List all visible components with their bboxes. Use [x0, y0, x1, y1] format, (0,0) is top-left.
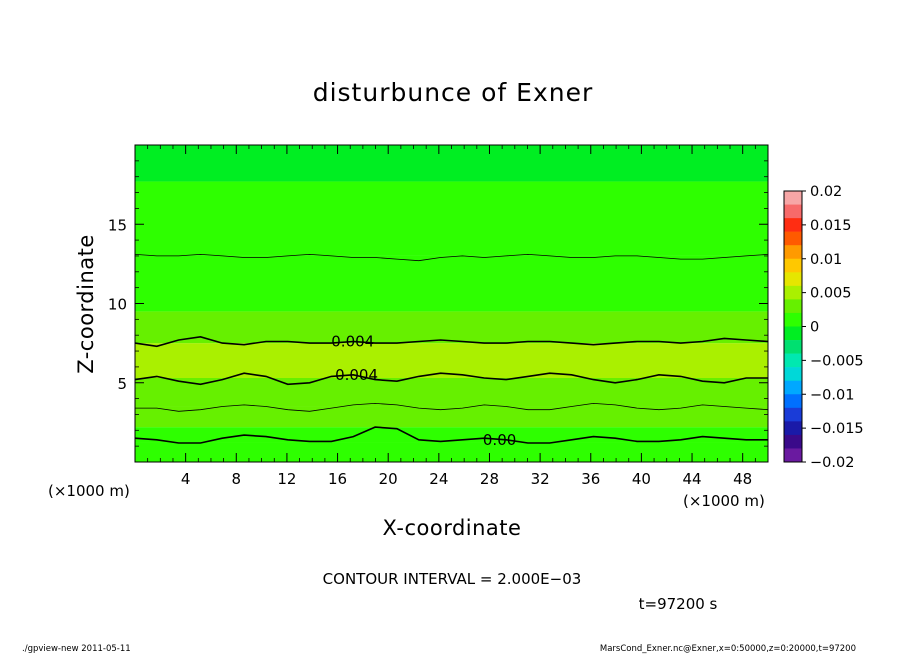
colorbar: 0.02 0.015 0.01 0.005 0 −0.005 −0.01 −0.015 −0.0… [783, 184, 864, 471]
x-axis-ticks: 4 8 12 16 20 24 28 32 36 40 44 48 [147, 145, 756, 488]
contour-band-2 [135, 406, 768, 428]
footer-right: MarsCond_Exner.nc@Exner,x=0:50000,z=0:20… [600, 644, 856, 654]
x-tick-label-0: 4 [181, 470, 191, 488]
colorbar-segment-13 [784, 367, 802, 381]
colorbar-tick-label-4: 0 [810, 320, 819, 336]
colorbar-tick-label-1: 0.015 [810, 218, 852, 234]
contour-line-4 [134, 253, 769, 262]
y-axis-ticks: 5 10 15 [108, 160, 768, 447]
colorbar-segment-6 [784, 272, 802, 287]
colorbar-segment-4 [784, 245, 802, 260]
y-tick-label-0: 5 [117, 375, 127, 393]
colorbar-segment-17 [784, 421, 802, 436]
y-tick-label-2: 15 [108, 216, 127, 234]
contour-band-4 [135, 343, 768, 378]
contour-line-0 [134, 426, 768, 444]
colorbar-segment-16 [784, 407, 802, 422]
x-tick-label-7: 32 [531, 470, 550, 488]
contour-line-1 [135, 402, 769, 412]
x-axis-unit-right: (×1000 m) [683, 492, 765, 510]
contour-line-2 [134, 372, 768, 386]
contour-band-8 [135, 145, 768, 182]
y-tick-label-1: 10 [108, 296, 127, 314]
contour-band-5 [135, 311, 768, 344]
x-tick-label-11: 48 [733, 470, 752, 488]
colorbar-segment-11 [784, 340, 802, 354]
colorbar-tick-label-7: −0.015 [810, 421, 864, 437]
x-axis-label: X-coordinate [383, 516, 522, 540]
x-tick-label-2: 12 [277, 470, 296, 488]
colorbar-segment-15 [784, 394, 802, 409]
time-note: t=97200 s [639, 595, 718, 613]
x-axis-unit-left: (×1000 m) [48, 482, 130, 500]
contour-interval-note: CONTOUR INTERVAL = 2.000E−03 [323, 570, 582, 588]
x-tick-label-6: 28 [480, 470, 499, 488]
colorbar-segment-8 [784, 299, 802, 314]
colorbar-segment-18 [784, 434, 802, 449]
x-tick-label-3: 16 [328, 470, 347, 488]
contour-band-0 [135, 442, 768, 462]
contour-line-3 [134, 335, 769, 348]
footer-left: ./gpview-new 2011-05-11 [22, 644, 131, 654]
colorbar-segment-7 [784, 285, 802, 300]
x-tick-label-9: 40 [632, 470, 651, 488]
x-tick-label-8: 36 [581, 470, 600, 488]
x-tick-label-10: 44 [682, 470, 701, 488]
colorbar-segment-5 [784, 258, 802, 273]
colorbar-tick-label-2: 0.01 [810, 252, 842, 268]
contour-band-3 [135, 377, 768, 407]
contour-label-2: 0.004 [331, 333, 374, 351]
colorbar-tick-label-3: 0.005 [810, 286, 852, 302]
colorbar-tick-label-0: 0.02 [810, 184, 842, 200]
colorbar-segment-3 [784, 231, 802, 246]
contour-band-1 [135, 427, 768, 443]
colorbar-segment-19 [784, 448, 802, 463]
colorbar-tick-label-5: −0.005 [810, 353, 864, 369]
contour-band-6 [135, 255, 768, 312]
x-tick-label-1: 8 [232, 470, 242, 488]
colorbar-segment-1 [784, 204, 802, 219]
colorbar-segment-12 [784, 353, 802, 368]
colorbar-segment-14 [784, 380, 802, 395]
colorbar-segment-2 [784, 218, 802, 232]
x-tick-label-5: 24 [429, 470, 448, 488]
contour-label-0: 0.00 [483, 431, 516, 449]
colorbar-segment-0 [784, 191, 802, 205]
colorbar-segment-9 [784, 312, 802, 327]
colorbar-tick-label-6: −0.01 [810, 387, 854, 403]
colorbar-tick-label-8: −0.02 [810, 455, 854, 471]
x-tick-label-4: 20 [379, 470, 398, 488]
plot-area: 0.00 0.004 0.004 [134, 144, 769, 463]
colorbar-segment-10 [784, 326, 802, 341]
y-axis-label: Z-coordinate [74, 234, 98, 374]
chart-title: disturbunce of Exner [313, 78, 594, 107]
contour-band-7 [135, 181, 768, 256]
contour-label-1: 0.004 [335, 366, 378, 384]
